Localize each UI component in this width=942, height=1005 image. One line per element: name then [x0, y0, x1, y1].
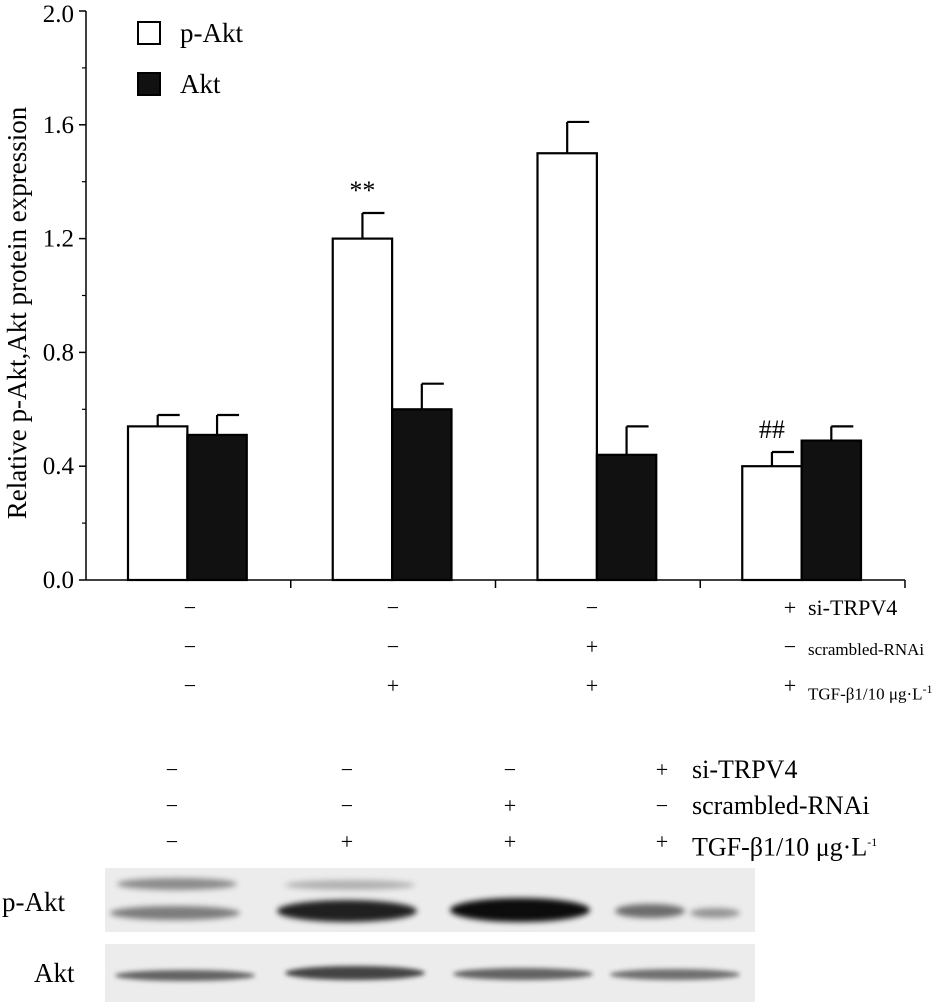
bar: [331, 237, 394, 582]
treatment-sign: −: [165, 757, 179, 782]
western-blot-akt: [105, 944, 755, 1002]
treatment-label: si-TRPV4: [692, 755, 798, 784]
legend-label: p-Akt: [180, 18, 243, 48]
bar: [741, 465, 803, 582]
treatment-sign: +: [503, 793, 517, 818]
treatment-sign: +: [783, 595, 797, 620]
legend-swatch: [137, 72, 161, 96]
treatment-label: scrambled-RNAi: [692, 791, 870, 820]
band: [110, 906, 240, 920]
band: [285, 966, 425, 980]
treatment-sign: −: [386, 634, 400, 659]
band: [115, 970, 255, 981]
treatment-sign: −: [655, 793, 669, 818]
band: [453, 968, 593, 980]
unit-exponent: -1: [922, 682, 933, 696]
legend-label: Akt: [180, 69, 221, 99]
bar: [595, 453, 658, 582]
treatment-sign: +: [503, 829, 517, 854]
treatment-sign: +: [386, 673, 400, 698]
legend-swatch: [137, 21, 161, 45]
significance-marker: **: [349, 176, 375, 205]
treatment-sign: +: [585, 634, 599, 659]
bar: [536, 152, 598, 582]
bar-chart: 0.0 0.4 0.8 1.2 1.6 2.0 ** ## p-Akt Akt Relative p…: [2, 1, 906, 594]
y-tick-label: 1.2: [43, 226, 74, 253]
treatment-sign: −: [340, 793, 354, 818]
band: [277, 900, 417, 922]
treatment-sign: −: [165, 793, 179, 818]
treatment-sign: +: [655, 757, 669, 782]
treatment-sign: +: [655, 829, 669, 854]
y-axis-label: Relative p-Akt,Akt protein expression: [2, 106, 32, 519]
treatment-sign: −: [165, 829, 179, 854]
bar: [126, 425, 189, 582]
treatment-sign: −: [783, 634, 797, 659]
treatment-sign: −: [183, 634, 197, 659]
western-blot-p-akt: [105, 868, 755, 932]
band: [450, 898, 590, 922]
bar: [800, 439, 863, 582]
treatment-label: TGF-β1/10 μg·L-1: [808, 682, 933, 704]
band: [117, 878, 237, 890]
unit-exponent: -1: [867, 835, 878, 849]
treatment-sign: +: [340, 829, 354, 854]
band: [690, 908, 740, 918]
blot-label-p-akt: p-Akt: [2, 887, 65, 917]
y-tick-label: 2.0: [43, 1, 74, 28]
treatment-sign: +: [783, 673, 797, 698]
treatment-label: TGF-β1/10 μg·L-1: [692, 832, 878, 862]
treatment-label: si-TRPV4: [808, 595, 898, 620]
band: [615, 904, 685, 918]
y-tick-label: 1.6: [43, 112, 74, 139]
band: [610, 969, 740, 980]
band: [285, 880, 415, 890]
bar: [391, 408, 453, 582]
y-tick-label: 0.0: [43, 567, 74, 594]
treatment-sign: −: [503, 757, 517, 782]
treatment-label: scrambled-RNAi: [808, 640, 925, 659]
blot-label-akt: Akt: [34, 958, 75, 988]
bar: [186, 433, 248, 582]
treatment-sign: −: [340, 757, 354, 782]
treatment-sign: −: [585, 595, 599, 620]
significance-marker: ##: [759, 415, 785, 444]
treatment-sign: +: [585, 673, 599, 698]
treatment-sign: −: [183, 673, 197, 698]
treatment-sign: −: [386, 595, 400, 620]
y-tick-label: 0.4: [43, 453, 75, 480]
y-tick-label: 0.8: [43, 339, 74, 366]
treatment-sign: −: [183, 595, 197, 620]
